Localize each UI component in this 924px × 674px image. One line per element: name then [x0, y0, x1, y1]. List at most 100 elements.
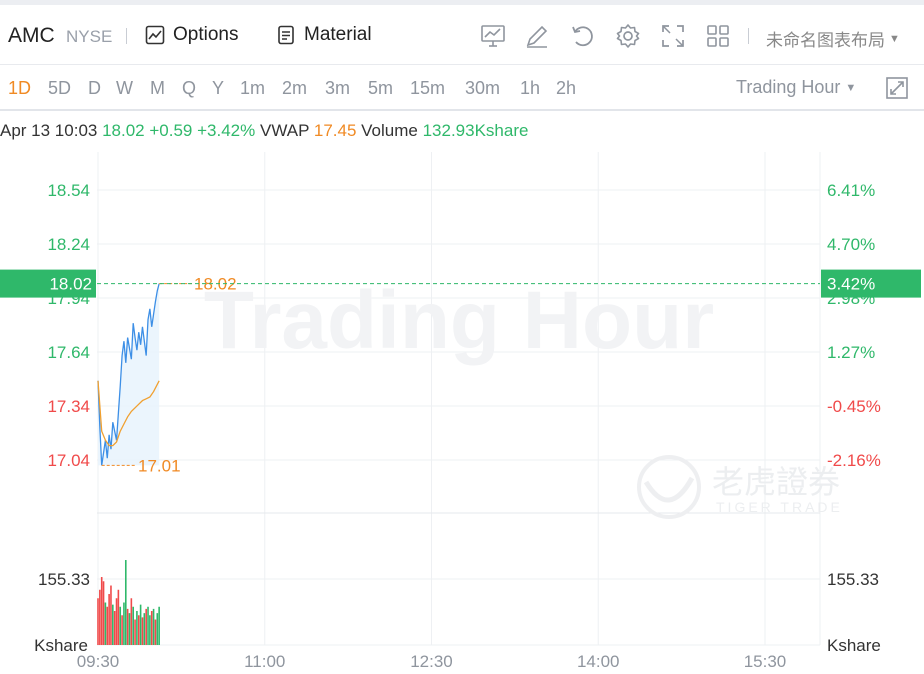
exchange-label: NYSE — [66, 27, 113, 46]
volume-unit-label: Kshare — [34, 636, 88, 655]
volume-bar — [123, 602, 125, 645]
trading-hour-watermark: Trading Hour — [204, 275, 714, 366]
volume-bar — [156, 613, 159, 645]
timeframe-1m[interactable]: 1m — [240, 78, 266, 98]
quote-datetime: Apr 13 10:03 — [0, 121, 98, 140]
volume-bar — [134, 619, 136, 645]
quote-change-pct: +3.42% — [197, 121, 256, 140]
volume-bar — [100, 577, 103, 645]
material-label: Material — [304, 24, 372, 45]
volume-tick-label: 155.33 — [38, 570, 90, 589]
quote-change: +0.59 — [149, 121, 193, 140]
volume-bar — [158, 606, 160, 645]
trading-hour-select[interactable]: Trading Hour ▼ — [736, 77, 856, 98]
expand-icon[interactable] — [885, 76, 909, 100]
volume-bar — [106, 606, 109, 645]
options-button[interactable]: Options — [145, 22, 238, 48]
timeframe-q[interactable]: Q — [182, 78, 197, 98]
pct-tick-label: 4.70% — [827, 235, 875, 254]
current-pct-tag-label: 3.42% — [827, 275, 875, 294]
indicator-icon[interactable] — [480, 23, 506, 49]
volume-bar — [119, 606, 122, 645]
pct-tick-label: -2.16% — [827, 451, 881, 470]
timeframe-m[interactable]: M — [150, 78, 165, 98]
document-icon — [278, 25, 294, 45]
volume-bar — [110, 585, 112, 645]
volume-bar — [136, 611, 138, 645]
volume-unit-label-right: Kshare — [827, 636, 881, 655]
settings-gear-icon[interactable] — [615, 23, 641, 49]
timeframe-30m[interactable]: 30m — [465, 78, 501, 98]
volume-bar — [121, 615, 123, 645]
quote-price: 18.02 — [102, 121, 145, 140]
divider — [748, 28, 749, 44]
time-tick-label: 14:00 — [577, 652, 620, 671]
high-marker-label: 18.02 — [194, 275, 237, 294]
volume-bar — [124, 560, 127, 645]
layout-grid-icon[interactable] — [705, 23, 731, 49]
options-label: Options — [173, 24, 239, 45]
tiger-logo-icon — [643, 476, 695, 503]
vwap-value: 17.45 — [313, 121, 357, 140]
low-marker-label: 17.01 — [138, 456, 181, 475]
volume-bar — [150, 611, 153, 645]
volume-bar — [117, 589, 120, 645]
brand-watermark: 老虎證券 — [712, 464, 840, 500]
volume-bar — [154, 619, 157, 645]
tiger-logo-icon — [637, 455, 701, 519]
volume-bar — [112, 604, 114, 645]
caret-down-icon: ▼ — [889, 32, 900, 45]
ticker-symbol[interactable]: AMC — [8, 24, 55, 47]
volume-bar — [145, 608, 147, 645]
timeframe-5d[interactable]: 5D — [48, 78, 72, 98]
volume-bar — [104, 602, 107, 645]
timeframe-d[interactable]: D — [88, 78, 101, 98]
price-tick-label: 18.24 — [47, 235, 90, 254]
header-toolbar: AMC NYSE Options Material — [0, 5, 924, 65]
timeframe-w[interactable]: W — [116, 78, 133, 98]
trading-hour-label: Trading Hour — [736, 77, 841, 97]
pct-tick-label: -0.45% — [827, 397, 881, 416]
pct-tick-label: 1.27% — [827, 343, 875, 362]
brand-watermark-sub: TIGER TRADE — [716, 499, 843, 515]
vwap-line — [97, 380, 160, 447]
material-button[interactable]: Material — [276, 22, 372, 48]
volume-bar — [141, 617, 144, 645]
volume-bar — [152, 608, 155, 645]
volume-bar — [143, 613, 146, 645]
timeframe-3m[interactable]: 3m — [325, 78, 351, 98]
time-tick-label: 11:00 — [244, 652, 285, 671]
volume-bar — [97, 598, 99, 645]
price-tick-label: 17.34 — [47, 397, 90, 416]
price-line — [97, 283, 160, 466]
pct-tick-label: 6.41% — [827, 181, 875, 200]
timeframe-1h[interactable]: 1h — [520, 78, 541, 98]
layout-selector[interactable]: 未命名图表布局 ▼ — [766, 26, 900, 51]
volume-bar — [108, 594, 110, 645]
volume-tick-label-right: 155.33 — [827, 570, 879, 589]
timeframe-2h[interactable]: 2h — [556, 78, 577, 98]
current-price-tag-label: 18.02 — [49, 275, 92, 294]
price-area-fill — [98, 283, 160, 466]
layout-name-label: 未命名图表布局 — [766, 31, 885, 50]
timeframe-2m[interactable]: 2m — [282, 78, 308, 98]
quote-line: Apr 13 10:03 18.02 +0.59 +3.42% VWAP 17.… — [0, 121, 528, 141]
timeframe-15m[interactable]: 15m — [410, 78, 446, 98]
time-tick-label: 15:30 — [744, 652, 787, 671]
timeframe-1d[interactable]: 1D — [8, 78, 32, 98]
volume-bar — [115, 598, 118, 645]
timeframe-5m[interactable]: 5m — [368, 78, 394, 98]
volume-bar — [128, 613, 131, 645]
current-pct-tag — [821, 269, 921, 298]
fullscreen-icon[interactable] — [660, 23, 686, 49]
timeframe-y[interactable]: Y — [212, 78, 225, 98]
current-price-tag — [0, 269, 96, 298]
price-tick-label: 17.64 — [47, 343, 90, 362]
volume-bar — [130, 598, 133, 645]
volume-bar — [147, 606, 149, 645]
draw-pencil-icon[interactable] — [524, 23, 550, 49]
volume-bar — [139, 604, 142, 645]
options-chart-icon — [145, 25, 165, 45]
refresh-icon[interactable] — [570, 23, 596, 49]
